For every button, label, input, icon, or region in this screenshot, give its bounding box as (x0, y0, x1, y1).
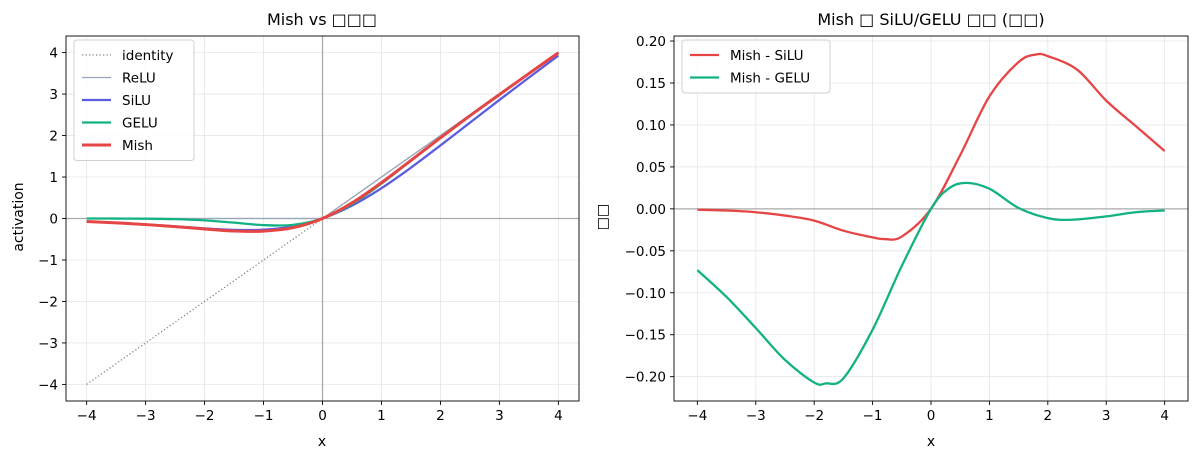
chart-left-ytick-label: −2 (38, 294, 58, 310)
chart-right-xlabel: x (927, 434, 935, 450)
chart-left-legend: identity ReLU SiLU GELU Mish (73, 39, 195, 161)
chart-left-ytick-label: −1 (38, 253, 58, 269)
chart-left-xtick-label: −1 (254, 408, 274, 424)
chart-left-series-mish (86, 51, 560, 233)
chart-left-legend-label: GELU (122, 116, 158, 132)
chart-left-xtick-label: 2 (436, 408, 445, 424)
chart-left-legend-box (73, 39, 195, 161)
chart-left-ytick-label: −3 (38, 336, 58, 352)
chart-right-ytick-label: 0.10 (636, 118, 666, 134)
chart-right-title: Mish □ SiLU/GELU □□ (□□) (817, 10, 1044, 29)
chart-right-ytick-label: 0.05 (636, 160, 666, 176)
chart-left: −4 −3 −2 −1 0 1 2 3 4 −4 −3 −2 −1 0 1 2 3 4 identity ReLU Si… (38, 35, 580, 424)
chart-right-ytick-label: 0.20 (636, 34, 666, 50)
chart-left-legend-label: ReLU (122, 71, 156, 87)
chart-right-legend-label: Mish - SiLU (730, 48, 804, 64)
chart-right-xtick-label: 1 (985, 408, 994, 424)
chart-left-ylabel: activation (11, 182, 27, 251)
chart-right-xtick-label: −2 (804, 408, 824, 424)
chart-right-xtick-label: 0 (927, 408, 936, 424)
chart-left-xtick-label: −3 (136, 408, 156, 424)
chart-left-xtick-label: 3 (495, 408, 504, 424)
chart-left-xtick-label: 0 (318, 408, 327, 424)
chart-right: −4 −3 −2 −1 0 1 2 3 4 −0.20 −0.15 −0.10 −0.05 0.00 0.0… (625, 34, 1189, 424)
chart-right-ytick-label: 0.00 (636, 202, 666, 218)
chart-left-xtick-label: 1 (377, 408, 386, 424)
chart-left-xtick-label: −2 (195, 408, 215, 424)
chart-left-ytick-label: 2 (49, 129, 58, 145)
chart-right-xtick-label: 2 (1044, 408, 1053, 424)
chart-left-title: Mish vs □□□ (267, 10, 377, 29)
chart-right-xtick-label: −3 (746, 408, 766, 424)
chart-left-legend-label: SiLU (122, 93, 151, 109)
chart-right-ylabel: □□ (595, 204, 611, 230)
chart-right-ytick-label: −0.15 (625, 328, 666, 344)
chart-right-series-mish-gelu (696, 181, 1165, 386)
chart-right-ytick-label: −0.10 (625, 286, 666, 302)
chart-left-xtick-label: −4 (77, 408, 97, 424)
chart-left-ytick-label: 0 (49, 212, 58, 228)
chart-left-ytick-label: −4 (38, 377, 58, 393)
chart-left-xlabel: x (318, 434, 326, 450)
chart-left-ytick-label: 4 (49, 46, 58, 62)
chart-right-legend-box (681, 39, 831, 94)
chart-right-xtick-label: −4 (687, 408, 707, 424)
chart-right-legend-label: Mish - GELU (730, 71, 810, 87)
chart-right-ytick-label: −0.05 (625, 244, 666, 260)
chart-right-xtick-label: 4 (1160, 408, 1169, 424)
chart-left-legend-label: identity (122, 48, 174, 64)
chart-left-ytick-label: 1 (49, 170, 58, 186)
chart-right-xtick-label: 3 (1102, 408, 1111, 424)
chart-right-ytick-label: 0.15 (636, 76, 666, 92)
chart-left-legend-label: Mish (122, 138, 153, 154)
chart-right-ytick-label: −0.20 (625, 370, 666, 386)
chart-left-ytick-label: 3 (49, 87, 58, 103)
chart-right-xtick-label: −1 (863, 408, 883, 424)
chart-left-xtick-label: 4 (554, 408, 563, 424)
chart-right-legend: Mish - SiLU Mish - GELU (681, 39, 831, 94)
